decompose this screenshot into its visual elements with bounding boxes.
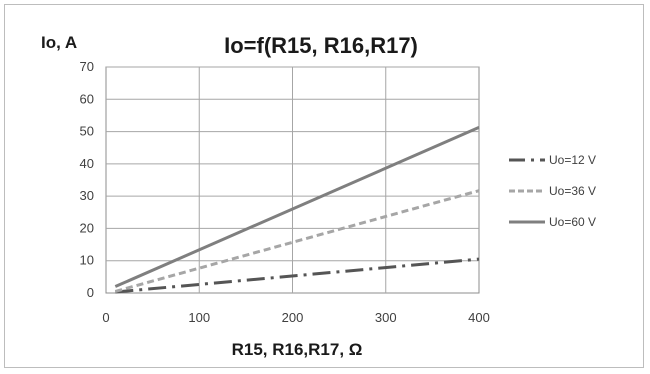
x-tick-label: 0 (102, 310, 109, 325)
y-tick-label: 50 (80, 124, 94, 139)
y-axis-label: Io, A (41, 33, 77, 52)
y-tick-label: 70 (80, 59, 94, 74)
y-tick-label: 0 (87, 285, 94, 300)
x-tick-label: 400 (468, 310, 490, 325)
legend-label: Uo=60 V (549, 215, 596, 229)
legend-label: Uo=36 V (549, 184, 596, 198)
plot-area: 0 10 20 30 40 50 60 70 0 100 200 300 400 (80, 59, 490, 325)
y-tick-label: 30 (80, 188, 94, 203)
series-line (114, 126, 480, 288)
x-tick-label: 300 (375, 310, 397, 325)
chart-title: Io=f(R15, R16,R17) (224, 33, 418, 58)
chart-frame: Io=f(R15, R16,R17) Io, A R15, R16,R17, Ω… (4, 4, 644, 368)
x-tick-label: 100 (188, 310, 210, 325)
y-tick-label: 10 (80, 253, 94, 268)
y-tick-label: 20 (80, 220, 94, 235)
chart-svg: Io=f(R15, R16,R17) Io, A R15, R16,R17, Ω… (41, 33, 596, 359)
x-axis-label: R15, R16,R17, Ω (232, 340, 363, 359)
series-line (114, 189, 480, 293)
series-line (115, 257, 480, 294)
legend: Uo=12 V Uo=36 V Uo=60 V (509, 153, 596, 229)
legend-label: Uo=12 V (549, 153, 596, 167)
y-tick-label: 40 (80, 156, 94, 171)
y-tick-label: 60 (80, 91, 94, 106)
x-tick-label: 200 (282, 310, 304, 325)
